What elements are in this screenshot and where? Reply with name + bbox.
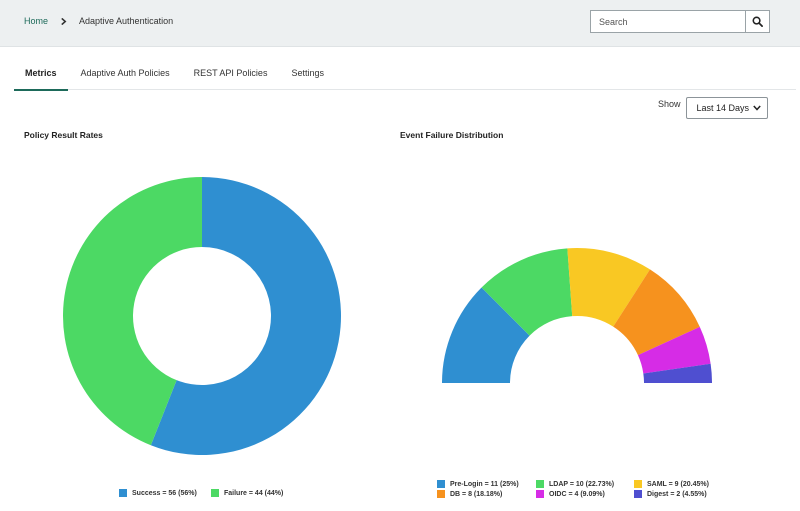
legend-label: Pre-Login = 11 (25%) (450, 480, 519, 488)
breadcrumb-home-link[interactable]: Home (24, 16, 49, 26)
slice-ldap (481, 248, 573, 336)
legend-swatch (119, 489, 127, 497)
time-range-filter: Show Last 14 Days (658, 97, 768, 119)
search-input[interactable] (590, 10, 746, 33)
legend-swatch (536, 480, 544, 488)
time-range-selected: Last 14 Days (696, 103, 750, 113)
legend-label: OIDC = 4 (9.09%) (549, 490, 605, 498)
legend-item-success[interactable]: Success = 56 (56%) (119, 489, 197, 497)
slice-success (150, 177, 341, 455)
search-button[interactable] (745, 10, 770, 33)
top-bar: Home Adaptive Authentication (0, 0, 800, 47)
tab-settings[interactable]: Settings (291, 68, 324, 78)
legend-swatch (634, 480, 642, 488)
legend-item-digest[interactable]: Digest = 2 (4.55%) (634, 490, 707, 498)
legend-item-oidc[interactable]: OIDC = 4 (9.09%) (536, 490, 605, 498)
legend-label: Failure = 44 (44%) (224, 489, 284, 497)
legend-swatch (437, 480, 445, 488)
legend-label: Success = 56 (56%) (132, 489, 197, 497)
legend-item-saml[interactable]: SAML = 9 (20.45%) (634, 480, 709, 488)
breadcrumb: Home Adaptive Authentication (24, 16, 173, 26)
tab-adaptive-auth-policies[interactable]: Adaptive Auth Policies (80, 68, 170, 78)
legend-swatch (536, 490, 544, 498)
legend-swatch (437, 490, 445, 498)
slice-failure (62, 177, 202, 446)
legend-swatch (634, 490, 642, 498)
search-icon (752, 16, 764, 27)
slice-digest (643, 363, 712, 383)
legend-item-ldap[interactable]: LDAP = 10 (22.73%) (536, 480, 614, 488)
tab-rest-api-policies[interactable]: REST API Policies (193, 68, 268, 78)
legend-label: Digest = 2 (4.55%) (647, 490, 707, 498)
slice-db (613, 269, 700, 356)
chevron-down-icon (752, 105, 761, 111)
legend-item-pre-login[interactable]: Pre-Login = 11 (25%) (437, 480, 519, 488)
time-range-select[interactable]: Last 14 Days (685, 97, 768, 119)
legend-item-failure[interactable]: Failure = 44 (44%) (211, 489, 283, 497)
legend-label: DB = 8 (18.18%) (450, 490, 503, 498)
slice-oidc (637, 326, 711, 374)
event-failure-distribution-title: Event Failure Distribution (400, 130, 504, 140)
tab-metrics[interactable]: Metrics (14, 61, 68, 91)
legend-swatch (211, 489, 219, 497)
legend-label: LDAP = 10 (22.73%) (549, 480, 615, 488)
tab-bar: Metrics Adaptive Auth Policies REST API … (14, 61, 796, 91)
slice-saml (567, 248, 650, 327)
chevron-right-icon (61, 17, 67, 25)
show-label: Show (658, 99, 681, 109)
legend-label: SAML = 9 (20.45%) (647, 480, 709, 488)
breadcrumb-current: Adaptive Authentication (79, 16, 174, 26)
search-box (590, 10, 770, 33)
policy-result-rates-title: Policy Result Rates (24, 130, 103, 140)
legend-item-db[interactable]: DB = 8 (18.18%) (437, 490, 502, 498)
slice-pre-login (442, 287, 530, 383)
